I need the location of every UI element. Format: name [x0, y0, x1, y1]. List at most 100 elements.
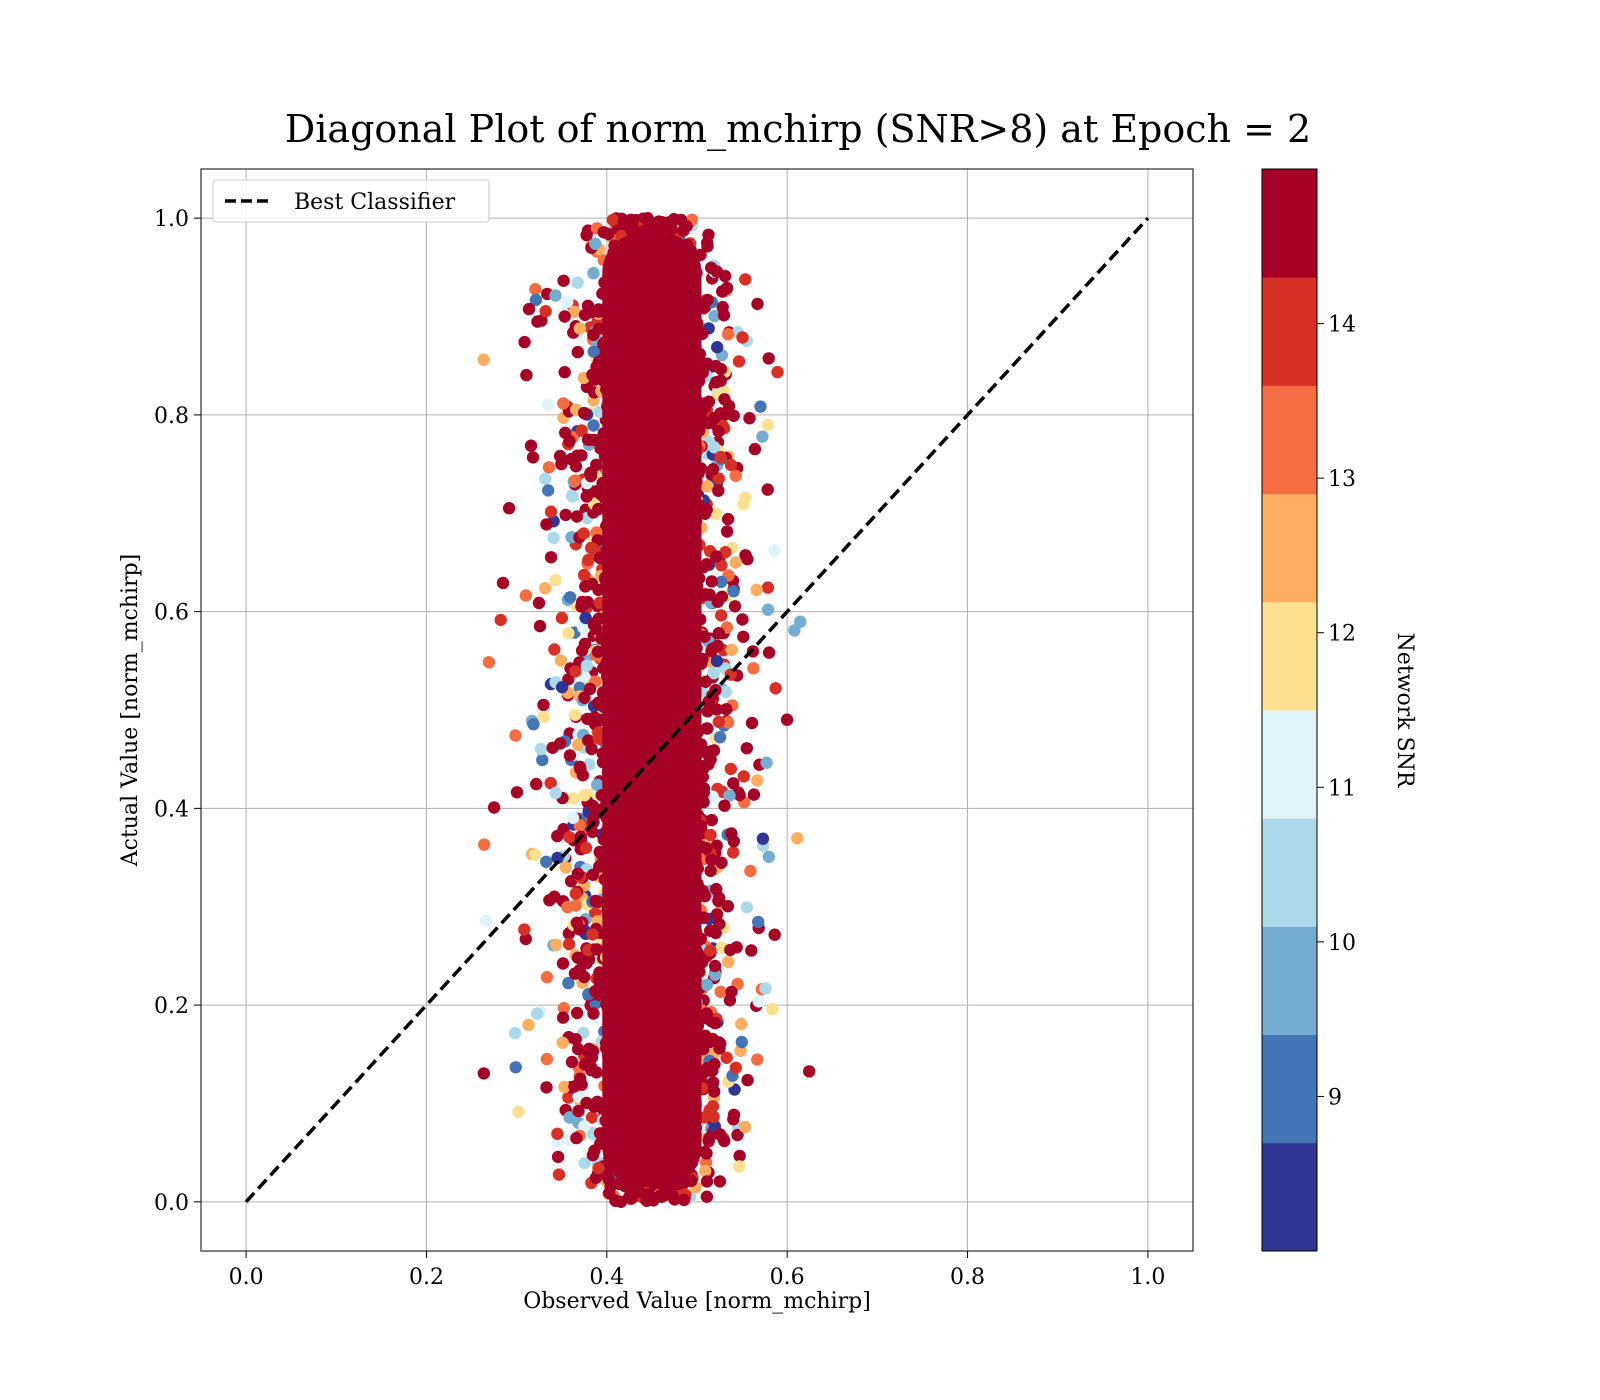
scatter-point	[529, 848, 542, 861]
scatter-point	[688, 373, 701, 386]
scatter-point	[582, 1042, 596, 1056]
scatter-point	[610, 451, 623, 464]
scatter-point	[554, 654, 568, 667]
scatter-point	[539, 472, 552, 485]
scatter-point	[566, 490, 579, 503]
scatter-point	[747, 662, 760, 675]
scatter-point	[542, 461, 556, 474]
scatter-point	[626, 1140, 639, 1153]
scatter-point	[587, 345, 600, 358]
chart-title: Diagonal Plot of norm_mchirp (SNR>8) at …	[285, 107, 1311, 152]
scatter-point	[519, 589, 533, 602]
scatter-point	[715, 609, 728, 622]
y-axis-label: Actual Value [norm_mchirp]	[118, 554, 143, 868]
scatter-point	[544, 505, 558, 518]
scatter-point	[556, 1036, 569, 1050]
scatter-point	[562, 937, 576, 951]
scatter-point	[656, 216, 669, 229]
scatter-point	[680, 918, 693, 931]
scatter-point	[630, 1125, 643, 1138]
scatter-point	[558, 366, 571, 379]
scatter-point	[756, 832, 770, 845]
scatter-point	[616, 1057, 629, 1071]
scatter-point	[561, 900, 574, 914]
scatter-point	[674, 812, 687, 826]
scatter-point	[592, 303, 605, 316]
scatter-point	[557, 397, 570, 410]
scatter-point	[708, 959, 722, 973]
scatter-point	[656, 899, 669, 912]
scatter-point	[636, 260, 649, 274]
scatter-point	[705, 645, 718, 658]
scatter-point	[638, 351, 651, 364]
colorbar-bin	[1262, 710, 1317, 819]
scatter-point	[478, 838, 491, 851]
scatter-point	[739, 549, 752, 562]
scatter-point	[658, 434, 672, 448]
scatter-point	[666, 1078, 679, 1091]
scatter-point	[706, 463, 720, 476]
scatter-point	[637, 286, 650, 299]
scatter-point	[721, 328, 735, 341]
scatter-point	[636, 838, 649, 852]
scatter-point	[641, 710, 654, 723]
scatter-point	[519, 932, 532, 946]
scatter-point	[628, 940, 641, 953]
scatter-point	[701, 240, 714, 253]
scatter-point	[578, 308, 592, 322]
scatter-point	[580, 490, 593, 503]
scatter-point	[641, 495, 654, 509]
scatter-point	[588, 711, 601, 724]
scatter-point	[721, 512, 735, 526]
scatter-point	[617, 215, 631, 228]
colorbar-tick-label: 10	[1328, 931, 1356, 956]
scatter-point	[713, 1128, 726, 1141]
colorbar-bin	[1262, 169, 1317, 278]
scatter-point	[702, 228, 715, 241]
y-tick-label: 0.4	[154, 797, 189, 822]
scatter-point	[633, 441, 646, 455]
scatter-point	[747, 788, 761, 801]
scatter-point	[718, 799, 731, 812]
scatter-point	[543, 894, 556, 907]
scatter-point	[540, 855, 553, 868]
scatter-point	[653, 1143, 666, 1157]
scatter-point	[566, 811, 580, 824]
scatter-point	[570, 510, 584, 523]
scatter-point	[702, 395, 716, 408]
scatter-point	[663, 359, 676, 372]
scatter-point	[710, 550, 723, 563]
scatter-point	[540, 1052, 554, 1066]
scatter-point	[587, 267, 600, 280]
scatter-point	[650, 1158, 664, 1171]
scatter-point	[725, 643, 738, 657]
scatter-point	[554, 737, 567, 750]
scatter-point	[551, 1150, 565, 1164]
colorbar-tick-label: 13	[1328, 467, 1356, 492]
scatter-point	[589, 1171, 603, 1184]
scatter-point	[712, 484, 725, 497]
scatter-point	[534, 742, 548, 756]
x-ticks: 0.0 0.2 0.4 0.6 0.8 1.0	[229, 1251, 1165, 1290]
scatter-point	[522, 302, 536, 316]
scatter-point	[705, 853, 718, 867]
scatter-point	[586, 928, 599, 941]
scatter-point	[756, 430, 769, 443]
scatter-point	[644, 595, 657, 608]
scatter-point	[621, 639, 634, 653]
scatter-point	[650, 838, 663, 851]
scatter-point	[720, 1051, 733, 1065]
scatter-point	[635, 482, 648, 495]
scatter-point	[707, 667, 720, 680]
scatter-point	[540, 971, 554, 984]
scatter-point	[707, 1076, 720, 1089]
scatter-point	[616, 1015, 630, 1028]
scatter-point	[547, 531, 560, 545]
scatter-point	[551, 851, 564, 865]
scatter-point	[563, 749, 577, 762]
scatter-point	[768, 928, 781, 941]
scatter-point	[646, 662, 659, 676]
scatter-point	[727, 1113, 740, 1126]
scatter-point	[494, 613, 507, 627]
scatter-point	[581, 595, 594, 609]
